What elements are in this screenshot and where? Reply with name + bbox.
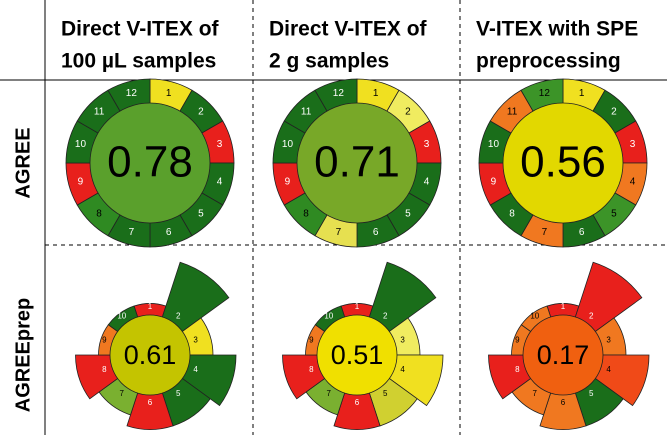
segment-label: 3 xyxy=(630,139,636,150)
segment-label: 5 xyxy=(405,209,411,220)
segment-label: 7 xyxy=(129,227,135,238)
segment-label: 5 xyxy=(176,389,181,398)
segment-label: 2 xyxy=(383,311,388,320)
segment-label: 9 xyxy=(285,176,291,187)
segment-label: 10 xyxy=(282,139,294,150)
column-header: Direct V-ITEX of xyxy=(269,18,428,41)
segment-label: 1 xyxy=(561,302,566,311)
segment-label: 5 xyxy=(589,389,594,398)
score: 0.51 xyxy=(331,340,384,370)
segment-label: 7 xyxy=(327,389,332,398)
column-header: preprocessing xyxy=(476,50,621,73)
segment-label: 5 xyxy=(383,389,388,398)
segment-label: 10 xyxy=(117,311,126,320)
segment-label: 7 xyxy=(533,389,538,398)
segment-label: 8 xyxy=(96,209,102,220)
segment-label: 4 xyxy=(606,365,611,374)
column-header: Direct V-ITEX of xyxy=(61,18,220,41)
column-header: 2 g samples xyxy=(269,50,389,73)
score-circle xyxy=(296,102,418,224)
score: 0.61 xyxy=(124,340,177,370)
segment-label: 6 xyxy=(373,227,379,238)
segment-label: 2 xyxy=(405,107,411,118)
segment-label: 2 xyxy=(611,107,617,118)
segment-label: 1 xyxy=(355,302,360,311)
segment-label: 7 xyxy=(542,227,548,238)
segment-label: 6 xyxy=(579,227,585,238)
segment-label: 5 xyxy=(611,209,617,220)
row-label: AGREE xyxy=(12,127,34,198)
score-circle xyxy=(89,102,211,224)
segment-label: 11 xyxy=(301,107,312,118)
segment-label: 10 xyxy=(75,139,87,150)
segment-label: 8 xyxy=(309,365,314,374)
segment-label: 8 xyxy=(303,209,309,220)
segment-label: 1 xyxy=(166,88,172,99)
segment-label: 3 xyxy=(606,335,611,344)
segment-label: 3 xyxy=(217,139,223,150)
segment-label: 12 xyxy=(126,88,138,99)
segment-label: 1 xyxy=(579,88,585,99)
score: 0.71 xyxy=(314,138,400,187)
segment-label: 10 xyxy=(488,139,500,150)
segment-label: 12 xyxy=(539,88,551,99)
segment-label: 11 xyxy=(94,107,105,118)
segment-label: 5 xyxy=(198,209,204,220)
segment-label: 9 xyxy=(309,335,314,344)
segment-label: 8 xyxy=(515,365,520,374)
segment-label: 1 xyxy=(373,88,379,99)
segment-label: 2 xyxy=(198,107,204,118)
segment-label: 4 xyxy=(400,365,405,374)
segment-label: 7 xyxy=(336,227,342,238)
segment-label: 4 xyxy=(217,176,223,187)
segment-label: 6 xyxy=(561,398,566,407)
row-label: AGREEprep xyxy=(12,298,34,412)
pictogram: 1 2 3 4 5 6 7 8 9 10 0.51 xyxy=(282,261,444,430)
segment-label: 6 xyxy=(148,398,153,407)
segment-label: 12 xyxy=(333,88,345,99)
score: 0.56 xyxy=(520,138,606,187)
column-header: 100 µL samples xyxy=(61,50,216,73)
segment-label: 1 xyxy=(148,302,153,311)
segment-label: 9 xyxy=(491,176,497,187)
segment-label: 9 xyxy=(78,176,84,187)
segment-label: 4 xyxy=(193,365,198,374)
pictogram: 1 2 3 4 5 6 7 8 9 10 0.61 xyxy=(75,261,237,430)
segment-label: 10 xyxy=(530,311,539,320)
segment-label: 3 xyxy=(193,335,198,344)
segment-label: 3 xyxy=(400,335,405,344)
segment-label: 8 xyxy=(102,365,107,374)
segment-label: 2 xyxy=(589,311,594,320)
score-circle xyxy=(502,102,624,224)
segment-label: 4 xyxy=(424,176,430,187)
segment-label: 8 xyxy=(509,209,515,220)
segment-label: 2 xyxy=(176,311,181,320)
score: 0.78 xyxy=(107,138,193,187)
score: 0.17 xyxy=(537,340,590,370)
segment-label: 9 xyxy=(515,335,520,344)
segment-label: 10 xyxy=(324,311,333,320)
segment-label: 7 xyxy=(120,389,125,398)
segment-label: 3 xyxy=(424,139,430,150)
score-circle xyxy=(316,314,398,396)
segment-label: 11 xyxy=(507,107,518,118)
segment-label: 4 xyxy=(630,176,636,187)
score-circle xyxy=(109,314,191,396)
column-header: V-ITEX with SPE xyxy=(476,18,638,41)
segment-label: 6 xyxy=(355,398,360,407)
score-circle xyxy=(522,314,604,396)
segment-label: 9 xyxy=(102,335,107,344)
pictogram: 1 2 3 4 5 6 7 8 9 10 0.17 xyxy=(488,261,650,430)
segment-label: 6 xyxy=(166,227,172,238)
